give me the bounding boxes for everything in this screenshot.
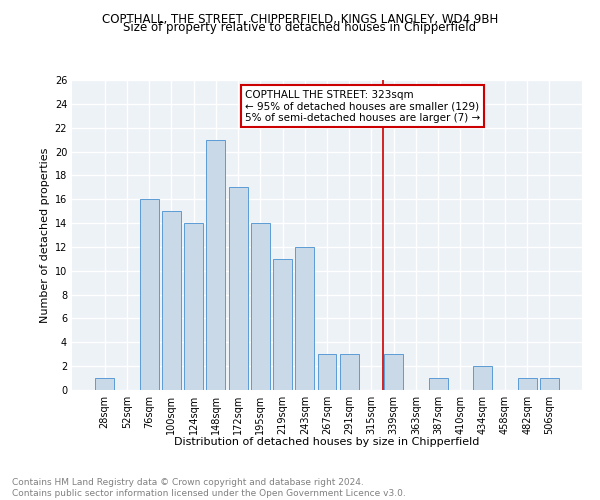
Y-axis label: Number of detached properties: Number of detached properties bbox=[40, 148, 50, 322]
Bar bbox=[184, 223, 203, 390]
Text: COPTHALL, THE STREET, CHIPPERFIELD, KINGS LANGLEY, WD4 9BH: COPTHALL, THE STREET, CHIPPERFIELD, KING… bbox=[102, 12, 498, 26]
Bar bbox=[317, 354, 337, 390]
X-axis label: Distribution of detached houses by size in Chipperfield: Distribution of detached houses by size … bbox=[175, 437, 479, 447]
Bar bbox=[295, 247, 314, 390]
Bar bbox=[229, 188, 248, 390]
Bar bbox=[206, 140, 225, 390]
Bar bbox=[273, 259, 292, 390]
Bar bbox=[473, 366, 492, 390]
Text: Size of property relative to detached houses in Chipperfield: Size of property relative to detached ho… bbox=[124, 22, 476, 35]
Text: COPTHALL THE STREET: 323sqm
← 95% of detached houses are smaller (129)
5% of sem: COPTHALL THE STREET: 323sqm ← 95% of det… bbox=[245, 90, 480, 122]
Bar bbox=[251, 223, 270, 390]
Bar bbox=[518, 378, 536, 390]
Text: Contains HM Land Registry data © Crown copyright and database right 2024.
Contai: Contains HM Land Registry data © Crown c… bbox=[12, 478, 406, 498]
Bar bbox=[540, 378, 559, 390]
Bar bbox=[140, 199, 158, 390]
Bar bbox=[95, 378, 114, 390]
Bar bbox=[384, 354, 403, 390]
Bar bbox=[429, 378, 448, 390]
Bar bbox=[162, 211, 181, 390]
Bar bbox=[340, 354, 359, 390]
